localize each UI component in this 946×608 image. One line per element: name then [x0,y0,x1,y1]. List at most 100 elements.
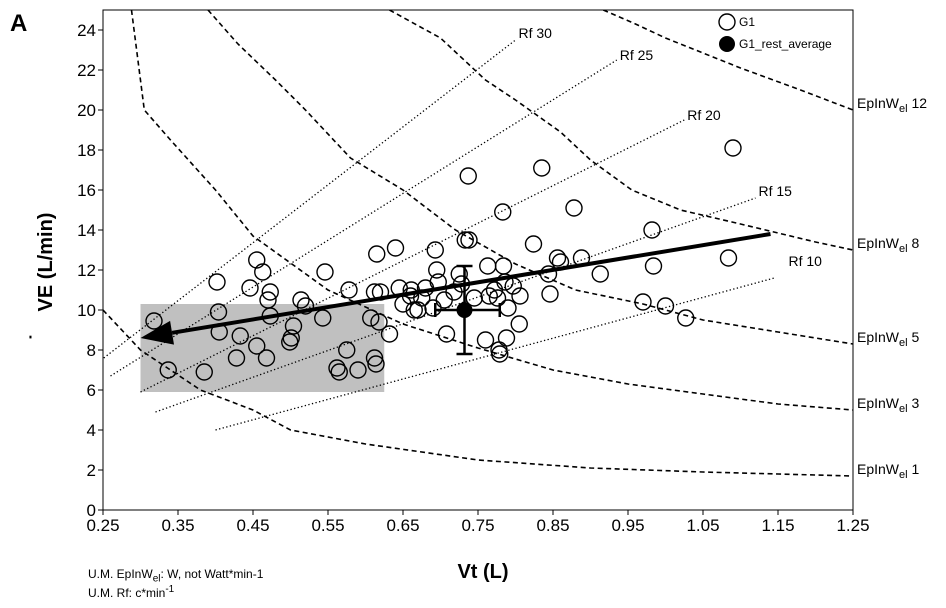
note-epinw-sub: el [152,573,161,585]
g1-point-22 [316,263,334,281]
iso-work-line-1 [389,10,853,251]
rf-label-4: Rf 10 [789,253,823,269]
g1-point-10 [248,337,266,355]
g1-point-42 [409,301,427,319]
trend-arrow-layer [140,232,771,345]
rest-average-layer [434,264,501,356]
g1-point-1 [159,361,177,379]
y-tick-label-6: 12 [77,261,96,280]
g1-point-7 [231,327,249,345]
iso-work-label-base: EpInW [857,461,900,477]
g1-point-71 [510,315,528,333]
y-tick-label-9: 18 [77,141,96,160]
g1-point-28 [362,309,380,327]
legend-marker-0 [718,13,736,31]
g1-point-32 [368,245,386,263]
g1-point-3 [208,273,226,291]
legend-marker-1 [719,36,735,52]
x-tick-label-4: 0.65 [386,516,419,535]
g1-point-5 [209,303,228,321]
g1-point-60 [480,287,498,305]
rf-line-0 [103,39,516,359]
g1-point-33 [370,313,388,331]
g1-point-62 [488,289,507,307]
iso-work-label-value: 8 [908,235,920,251]
rf-label-2: Rf 20 [687,107,721,123]
y-tick-label-0: 0 [87,501,96,520]
g1-point-17 [282,329,300,347]
g1-point-25 [338,341,356,359]
x-tick-label-2: 0.45 [236,516,269,535]
g1-point-79 [565,199,583,217]
y-tick-label-4: 8 [87,341,96,360]
iso-work-label-value: 12 [908,95,928,111]
g1-point-76 [541,285,559,303]
y-axis-title-dot: ˙ [27,334,49,341]
g1-point-84 [644,257,663,275]
iso-work-label-base: EpInW [857,395,900,411]
trend-arrow-shaft [171,232,771,335]
legend: G1 G1_rest_average [718,13,832,52]
g1-point-86 [677,309,695,327]
g1-point-18 [284,317,303,335]
plot-frame [102,9,854,511]
x-tick-label-3: 0.55 [311,516,344,535]
g1-point-0 [145,312,163,330]
g1-point-11 [254,263,272,281]
g1-point-87 [719,249,738,267]
g1-point-8 [241,279,259,297]
g1-point-12 [257,349,276,367]
note-epinw-prefix: U.M. EpInW [88,567,153,581]
g1-point-23 [328,359,346,377]
x-tick-label-1: 0.35 [161,516,194,535]
g1-point-45 [424,299,442,317]
y-tick-label-12: 24 [77,21,96,40]
y-axis-title: VE (L/min) [35,213,57,312]
g1-rest-average-point [456,302,473,318]
rf-line-2 [140,119,685,393]
g1-point-20 [296,297,315,315]
y-tick-label-2: 4 [87,421,96,440]
g1-point-81 [591,265,609,283]
iso-work-label-0: EpInWel 12 [857,95,927,115]
iso-work-label-value: 5 [908,329,920,345]
g1-point-66 [494,257,513,275]
g1-point-19 [292,291,310,309]
note-rf-units: U.M. Rf: c*min-1 [88,584,174,600]
iso-work-label-base: EpInW [857,95,900,111]
iso-work-label-sub: el [899,337,908,349]
g1-point-50 [437,325,456,343]
y-tick-label-1: 2 [87,461,96,480]
iso-work-label-sub: el [899,243,908,255]
g1-point-85 [656,297,675,315]
g1-point-36 [386,239,405,257]
iso-work-label-sub: el [899,103,908,115]
y-tick-label-3: 6 [87,381,96,400]
g1-point-64 [491,345,509,363]
rf-line-4 [215,277,775,431]
y-tick-label-5: 10 [77,301,96,320]
g1-point-35 [380,325,399,343]
x-tick-label-10: 1.25 [836,516,869,535]
g1-point-88 [724,139,742,157]
g1-point-26 [340,281,358,299]
g1-point-55 [459,167,477,185]
g1-point-21 [314,309,332,327]
y-tick-label-7: 14 [77,221,96,240]
y-tick-label-10: 20 [77,101,96,120]
g1-point-58 [476,331,495,349]
iso-work-label-sub: el [899,469,908,481]
x-tick-label-8: 1.05 [686,516,719,535]
g1-point-73 [524,235,543,253]
iso-work-label-4: EpInWel 1 [857,461,919,481]
iso-work-label-value: 1 [908,461,920,477]
iso-work-line-0 [602,10,853,111]
g1-point-74 [533,159,551,177]
g1-point-65 [494,203,512,221]
g1-point-9 [248,251,266,269]
x-tick-label-0: 0.25 [86,516,119,535]
g1-point-47 [428,261,446,279]
g1-point-31 [367,355,385,373]
